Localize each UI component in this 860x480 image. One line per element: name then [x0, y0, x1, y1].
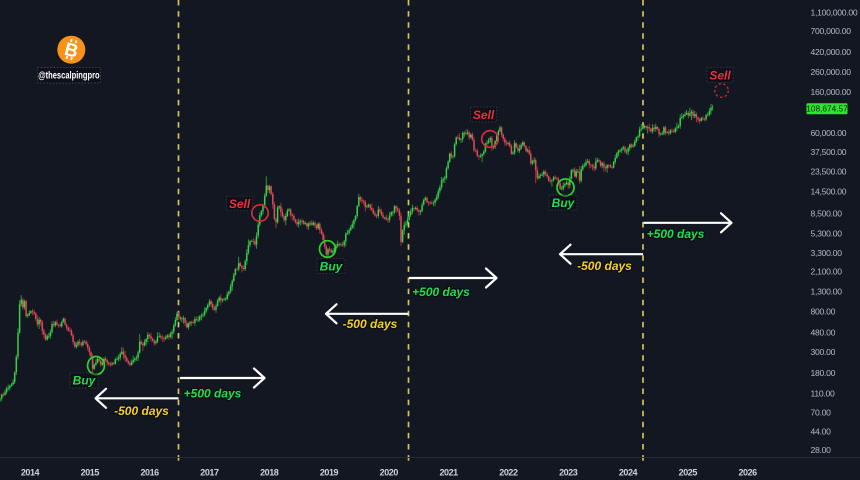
- svg-text:1,300.00: 1,300.00: [811, 286, 843, 296]
- svg-text:-500 days: -500 days: [577, 259, 632, 273]
- svg-text:700,000.00: 700,000.00: [811, 26, 852, 36]
- svg-text:160,000.00: 160,000.00: [811, 87, 852, 97]
- svg-text:@thescalpingpro: @thescalpingpro: [38, 69, 100, 80]
- svg-text:44.00: 44.00: [811, 427, 832, 437]
- svg-text:2,100.00: 2,100.00: [811, 267, 843, 277]
- svg-text:B: B: [62, 38, 80, 62]
- svg-text:2022: 2022: [499, 468, 518, 478]
- svg-text:5,300.00: 5,300.00: [811, 228, 843, 238]
- svg-text:14,500.00: 14,500.00: [811, 187, 847, 197]
- svg-text:Sell: Sell: [473, 108, 495, 122]
- svg-text:420,000.00: 420,000.00: [811, 47, 852, 57]
- svg-text:480.00: 480.00: [811, 328, 836, 338]
- svg-text:8,500.00: 8,500.00: [811, 209, 843, 219]
- svg-text:+500 days: +500 days: [647, 227, 705, 241]
- svg-text:Buy: Buy: [320, 259, 344, 273]
- svg-text:800.00: 800.00: [811, 307, 836, 317]
- svg-text:2018: 2018: [260, 468, 279, 478]
- svg-text:2021: 2021: [439, 468, 458, 478]
- svg-text:2014: 2014: [21, 468, 40, 478]
- svg-text:2024: 2024: [619, 468, 638, 478]
- svg-text:110.00: 110.00: [811, 389, 835, 399]
- svg-text:+500 days: +500 days: [412, 285, 470, 299]
- svg-text:2016: 2016: [140, 468, 159, 478]
- svg-text:Sell: Sell: [709, 68, 731, 82]
- svg-text:2017: 2017: [200, 468, 219, 478]
- svg-text:2025: 2025: [679, 468, 698, 478]
- svg-text:37,500.00: 37,500.00: [811, 147, 847, 157]
- svg-text:1,100,000.00: 1,100,000.00: [811, 7, 858, 17]
- svg-text:+500 days: +500 days: [184, 387, 242, 401]
- svg-text:23,500.00: 23,500.00: [811, 167, 847, 177]
- svg-text:Sell: Sell: [229, 197, 251, 211]
- svg-text:2019: 2019: [320, 468, 339, 478]
- svg-text:3,300.00: 3,300.00: [811, 248, 843, 258]
- svg-text:2026: 2026: [738, 468, 757, 478]
- svg-text:180.00: 180.00: [811, 368, 836, 378]
- svg-text:2020: 2020: [380, 468, 399, 478]
- svg-text:108,674.57: 108,674.57: [806, 104, 848, 114]
- svg-text:70.00: 70.00: [811, 407, 832, 417]
- svg-text:Buy: Buy: [552, 196, 576, 210]
- svg-text:2023: 2023: [559, 468, 578, 478]
- svg-text:60,000.00: 60,000.00: [811, 128, 847, 138]
- svg-text:-500 days: -500 days: [343, 317, 398, 331]
- svg-text:28.00: 28.00: [811, 445, 832, 455]
- svg-text:260,000.00: 260,000.00: [811, 67, 852, 77]
- svg-text:Buy: Buy: [73, 374, 97, 388]
- svg-text:2015: 2015: [81, 468, 100, 478]
- svg-text:-500 days: -500 days: [114, 404, 169, 418]
- svg-text:300.00: 300.00: [811, 347, 836, 357]
